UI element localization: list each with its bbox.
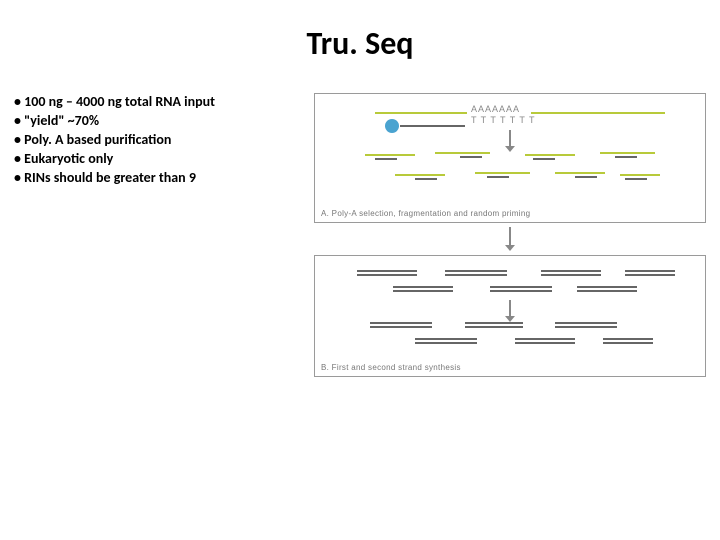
- strand-line: [375, 158, 397, 160]
- inter-panel-arrow: [314, 229, 706, 249]
- strand-line: [615, 156, 637, 158]
- strand-line: [375, 112, 467, 114]
- strand-line: [393, 286, 453, 288]
- strand-line: [475, 172, 530, 174]
- strand-line: [400, 125, 465, 127]
- strand-line: [490, 290, 552, 292]
- bullet-list: 100 ng – 4000 ng total RNA input"yield" …: [14, 93, 304, 187]
- strand-line: [365, 154, 415, 156]
- strand-line: [625, 270, 675, 272]
- strand-line: [370, 322, 432, 324]
- strand-line: [525, 154, 575, 156]
- bullet-item: RINs should be greater than 9: [14, 169, 304, 188]
- strand-line: [395, 174, 445, 176]
- strand-line: [541, 274, 601, 276]
- strand-line: [445, 270, 507, 272]
- panel-b-diagram: [315, 256, 705, 356]
- strand-line: [465, 322, 523, 324]
- strand-line: [577, 290, 637, 292]
- bullet-column: 100 ng – 4000 ng total RNA input"yield" …: [14, 93, 314, 377]
- arrow-down-icon: [502, 227, 518, 251]
- strand-line: [415, 178, 437, 180]
- strand-line: [625, 274, 675, 276]
- panel-a: AAAAAAAT T T T T T T A. Poly-A selection…: [314, 93, 706, 223]
- strand-line: [620, 174, 660, 176]
- strand-line: [490, 286, 552, 288]
- strand-line: [600, 152, 655, 154]
- strand-line: [357, 270, 417, 272]
- panel-b-caption: B. First and second strand synthesis: [321, 363, 461, 372]
- strand-line: [465, 326, 523, 328]
- strand-line: [603, 338, 653, 340]
- strand-line: [445, 274, 507, 276]
- strand-line: [625, 178, 647, 180]
- panel-a-caption: A. Poly-A selection, fragmentation and r…: [321, 209, 530, 218]
- page-title: Tru. Seq: [0, 0, 720, 73]
- bullet-item: Eukaryotic only: [14, 150, 304, 169]
- panel-b: B. First and second strand synthesis: [314, 255, 706, 377]
- polya-t-label: T T T T T T T: [471, 115, 536, 125]
- arrow-down-icon: [502, 300, 518, 322]
- arrow-down-icon: [502, 130, 518, 152]
- bullet-item: 100 ng – 4000 ng total RNA input: [14, 93, 304, 112]
- strand-line: [370, 326, 432, 328]
- bullet-item: Poly. A based purification: [14, 131, 304, 150]
- strand-line: [487, 176, 509, 178]
- strand-line: [515, 342, 575, 344]
- strand-line: [533, 158, 555, 160]
- bead-icon: [385, 119, 399, 133]
- strand-line: [577, 286, 637, 288]
- bullet-item: "yield" ~70%: [14, 112, 304, 131]
- strand-line: [531, 112, 665, 114]
- diagram-column: AAAAAAAT T T T T T T A. Poly-A selection…: [314, 93, 706, 377]
- strand-line: [555, 172, 605, 174]
- strand-line: [393, 290, 453, 292]
- polya-a-label: AAAAAAA: [471, 104, 520, 114]
- strand-line: [575, 176, 597, 178]
- content-row: 100 ng – 4000 ng total RNA input"yield" …: [0, 73, 720, 377]
- strand-line: [460, 156, 482, 158]
- strand-line: [515, 338, 575, 340]
- strand-line: [415, 342, 477, 344]
- strand-line: [555, 326, 617, 328]
- strand-line: [555, 322, 617, 324]
- strand-line: [357, 274, 417, 276]
- strand-line: [415, 338, 477, 340]
- strand-line: [603, 342, 653, 344]
- strand-line: [435, 152, 490, 154]
- panel-a-diagram: AAAAAAAT T T T T T T: [315, 94, 705, 199]
- strand-line: [541, 270, 601, 272]
